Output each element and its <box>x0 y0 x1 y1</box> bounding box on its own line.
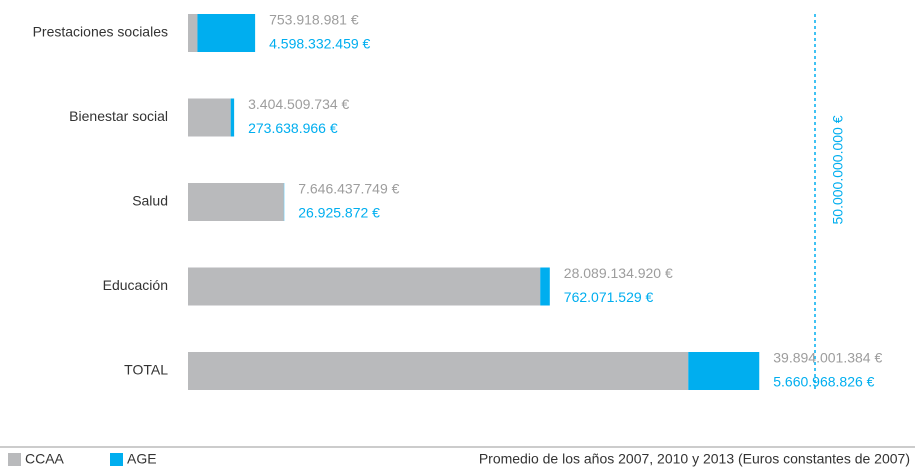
reference-label: 50.000.000.000 € <box>830 115 846 224</box>
value-label: 39.894.001.384 € <box>773 350 882 366</box>
bar-segment <box>188 183 284 221</box>
bar-segment <box>540 267 550 306</box>
category-label: Prestaciones sociales <box>33 24 168 40</box>
value-label: 28.089.134.920 € <box>564 265 673 281</box>
legend-swatch <box>110 453 123 466</box>
value-label: 753.918.981 € <box>269 12 359 28</box>
note: Promedio de los años 2007, 2010 y 2013 (… <box>479 451 910 467</box>
value-label: 273.638.966 € <box>248 120 338 136</box>
value-label: 26.925.872 € <box>298 205 380 221</box>
bar-segment <box>188 352 689 390</box>
bar-segment <box>230 98 235 137</box>
bar-segment <box>188 98 231 137</box>
value-label: 3.404.509.734 € <box>248 96 349 112</box>
legend-swatch <box>8 453 21 466</box>
bar-segment <box>688 352 760 390</box>
value-label: 5.660.968.826 € <box>773 374 874 390</box>
value-label: 762.071.529 € <box>564 289 654 305</box>
category-label: Salud <box>132 193 168 209</box>
category-label: TOTAL <box>124 362 168 378</box>
value-label: 7.646.437.749 € <box>298 181 399 197</box>
legend-label: AGE <box>127 451 157 467</box>
bar-segment <box>197 14 256 52</box>
legend-label: CCAA <box>25 451 65 467</box>
category-label: Bienestar social <box>69 108 168 124</box>
bar-segment <box>188 14 198 52</box>
value-label: 4.598.332.459 € <box>269 36 370 52</box>
category-label: Educación <box>103 277 168 293</box>
bar-segment <box>188 267 541 306</box>
